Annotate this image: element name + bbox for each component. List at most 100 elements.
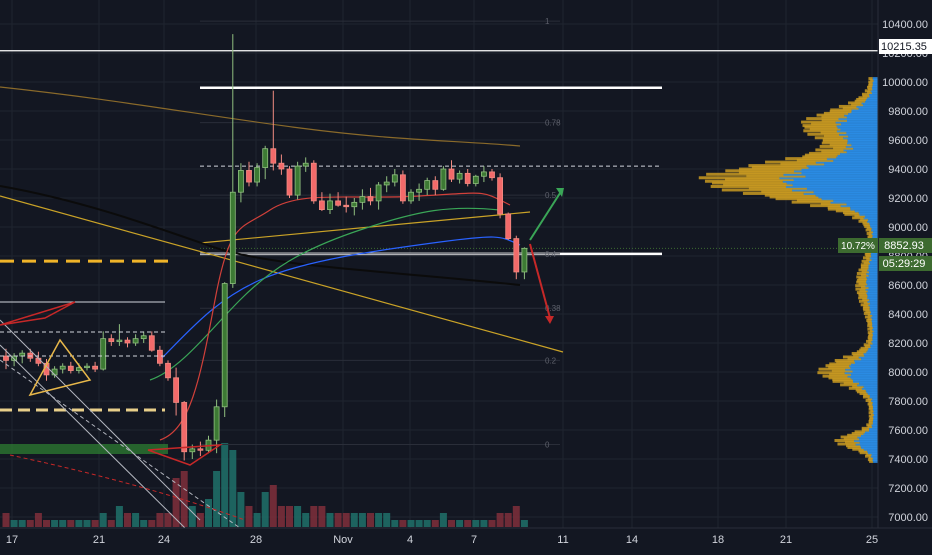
profile-bar-sell bbox=[868, 411, 873, 415]
time-axis[interactable] bbox=[0, 528, 932, 550]
profile-bar-buy bbox=[836, 129, 878, 133]
profile-bar-buy bbox=[866, 390, 878, 394]
profile-bar-buy bbox=[857, 435, 878, 439]
profile-bar-buy bbox=[859, 437, 878, 441]
profile-bar-sell bbox=[761, 190, 814, 194]
candle-body bbox=[513, 238, 520, 273]
profile-bar-sell bbox=[865, 228, 872, 232]
price-tick-label: 10000.00 bbox=[882, 77, 928, 89]
candle bbox=[505, 212, 512, 241]
profile-bar-buy bbox=[868, 273, 878, 277]
profile-bar-sell bbox=[856, 280, 867, 284]
profile-bar-buy bbox=[866, 280, 878, 284]
profile-bar-buy bbox=[867, 96, 878, 100]
profile-bar-buy bbox=[803, 191, 878, 195]
profile-bar-sell bbox=[868, 84, 873, 88]
time-tick-label: 14 bbox=[626, 534, 638, 546]
candle-body bbox=[335, 200, 342, 206]
candle-body bbox=[286, 168, 293, 196]
profile-bar-sell bbox=[856, 291, 867, 295]
price-tick-label: 8200.00 bbox=[888, 338, 928, 350]
profile-bar-buy bbox=[869, 221, 878, 225]
red-dashed-curve bbox=[9, 454, 246, 521]
profile-bar-buy bbox=[867, 296, 878, 300]
profile-bar-sell bbox=[698, 176, 780, 180]
candle bbox=[132, 334, 139, 346]
candle bbox=[100, 331, 107, 371]
profile-bar-buy bbox=[851, 362, 878, 366]
fib-level-label: 0.38 bbox=[545, 304, 561, 313]
candle-body bbox=[156, 349, 163, 364]
volume-bar bbox=[464, 520, 472, 527]
profile-bar-sell bbox=[811, 122, 842, 126]
candle-body bbox=[148, 335, 155, 351]
candle-body bbox=[456, 172, 463, 180]
profile-bar-buy bbox=[869, 256, 878, 260]
profile-bar-buy bbox=[858, 106, 878, 110]
profile-bar-buy bbox=[852, 369, 878, 373]
volume-bar bbox=[277, 506, 285, 527]
profile-bar-sell bbox=[706, 172, 784, 176]
profile-bar-buy bbox=[872, 407, 878, 411]
profile-bar-buy bbox=[856, 104, 878, 108]
volume-bar bbox=[245, 506, 253, 527]
bearish-arrow bbox=[529, 243, 551, 319]
profile-bar-sell bbox=[833, 146, 854, 150]
candle bbox=[278, 154, 285, 175]
candle-body bbox=[278, 162, 285, 170]
profile-bar-buy bbox=[867, 449, 878, 453]
fib-level-label: 0.4 bbox=[545, 250, 557, 259]
candle bbox=[197, 441, 204, 457]
profile-bar-sell bbox=[822, 139, 848, 143]
profile-bar-buy bbox=[871, 226, 878, 230]
volume-bar bbox=[383, 513, 391, 527]
profile-bar-buy bbox=[869, 426, 878, 430]
candle-body bbox=[237, 170, 244, 193]
profile-bar-buy bbox=[866, 350, 878, 354]
price-axis[interactable] bbox=[878, 0, 932, 550]
volume-bar bbox=[512, 506, 520, 527]
time-tick-label: 7 bbox=[471, 534, 477, 546]
volume-bar bbox=[294, 506, 302, 527]
volume-bar bbox=[229, 450, 237, 527]
profile-bar-sell bbox=[868, 421, 873, 425]
profile-bar-sell bbox=[866, 339, 872, 343]
profile-bar-sell bbox=[796, 158, 834, 162]
profile-bar-sell bbox=[867, 327, 873, 331]
time-tick-label: 11 bbox=[557, 534, 568, 546]
profile-bar-buy bbox=[869, 298, 878, 302]
profile-bar-sell bbox=[765, 160, 816, 164]
profile-bar-buy bbox=[854, 209, 878, 213]
volume-bar bbox=[172, 478, 180, 527]
profile-bar-buy bbox=[869, 308, 878, 312]
profile-bar-buy bbox=[845, 367, 878, 371]
red-triangle-bottom bbox=[147, 444, 223, 466]
profile-bar-sell bbox=[822, 138, 848, 141]
candle bbox=[221, 282, 228, 417]
profile-bar-buy bbox=[837, 153, 878, 157]
profile-bar-sell bbox=[861, 92, 870, 96]
profile-bar-sell bbox=[820, 202, 847, 206]
profile-bar-sell bbox=[860, 263, 869, 267]
profile-bar-buy bbox=[867, 219, 878, 223]
profile-bar-buy bbox=[872, 404, 878, 408]
profile-bar-buy bbox=[870, 312, 878, 315]
profile-bar-buy bbox=[872, 402, 878, 406]
profile-bar-buy bbox=[867, 294, 878, 298]
candle-body bbox=[173, 377, 180, 403]
profile-bar-sell bbox=[870, 78, 874, 82]
candle-body bbox=[270, 148, 277, 164]
price-tick-label: 9800.00 bbox=[888, 106, 928, 118]
profile-bar-sell bbox=[869, 329, 874, 333]
volume-bar bbox=[407, 520, 415, 527]
price-tick-label: 8400.00 bbox=[888, 309, 928, 321]
profile-bar-sell bbox=[751, 165, 809, 169]
candle bbox=[148, 331, 155, 352]
profile-bar-sell bbox=[867, 336, 873, 340]
profile-bar-buy bbox=[873, 78, 878, 82]
profile-bar-sell bbox=[868, 404, 873, 408]
moving-average-brown bbox=[0, 86, 521, 147]
profile-bar-buy bbox=[850, 376, 878, 380]
